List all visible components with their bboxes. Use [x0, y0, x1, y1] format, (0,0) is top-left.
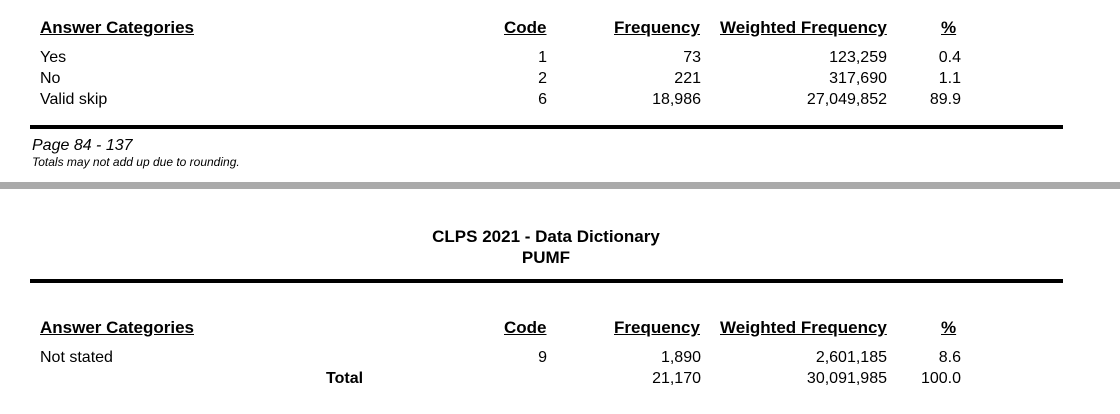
page-number: Page 84 - 137 — [32, 137, 133, 154]
page-section-bottom: CLPS 2021 - Data Dictionary PUMF Answer … — [0, 189, 1120, 414]
header-percent: % — [941, 18, 957, 37]
row-frequency: 18,986 — [652, 91, 701, 108]
header-code: Code — [504, 18, 547, 37]
row-code: 2 — [538, 70, 547, 87]
rounding-note: Totals may not add up due to rounding. — [32, 155, 240, 169]
page-section-top: Answer Categories Code Frequency Weighte… — [0, 0, 1120, 182]
document-title: CLPS 2021 - Data Dictionary — [432, 227, 660, 246]
header-frequency: Frequency — [614, 318, 700, 337]
header-frequency: Frequency — [614, 18, 700, 37]
row-code: 1 — [538, 49, 547, 66]
total-percent: 100.0 — [920, 370, 961, 387]
total-label: Total — [326, 370, 364, 387]
row-label: Yes — [40, 49, 67, 66]
document-subtitle: PUMF — [521, 248, 571, 267]
header-answer-categories: Answer Categories — [40, 318, 194, 337]
row-percent: 1.1 — [938, 70, 961, 87]
row-label: No — [40, 70, 61, 87]
row-weighted-frequency: 123,259 — [829, 49, 887, 66]
page-break — [0, 182, 1120, 189]
row-weighted-frequency: 2,601,185 — [815, 349, 887, 366]
row-code: 6 — [538, 91, 547, 108]
row-frequency: 1,890 — [660, 349, 701, 366]
row-weighted-frequency: 317,690 — [829, 70, 887, 87]
row-label: Not stated — [40, 349, 113, 366]
row-code: 9 — [538, 349, 547, 366]
header-weighted-frequency: Weighted Frequency — [720, 18, 887, 37]
row-label: Valid skip — [40, 91, 108, 108]
total-weighted-frequency: 30,091,985 — [806, 370, 887, 387]
header-percent: % — [941, 318, 957, 337]
footer-divider — [30, 125, 1063, 129]
row-percent: 8.6 — [938, 349, 961, 366]
row-weighted-frequency: 27,049,852 — [806, 91, 887, 108]
header-answer-categories: Answer Categories — [40, 18, 194, 37]
header-weighted-frequency: Weighted Frequency — [720, 318, 887, 337]
header-divider — [30, 279, 1063, 283]
total-frequency: 21,170 — [652, 370, 701, 387]
row-percent: 89.9 — [929, 91, 961, 108]
row-percent: 0.4 — [938, 49, 961, 66]
header-code: Code — [504, 318, 547, 337]
row-frequency: 221 — [674, 70, 701, 87]
row-frequency: 73 — [683, 49, 701, 66]
